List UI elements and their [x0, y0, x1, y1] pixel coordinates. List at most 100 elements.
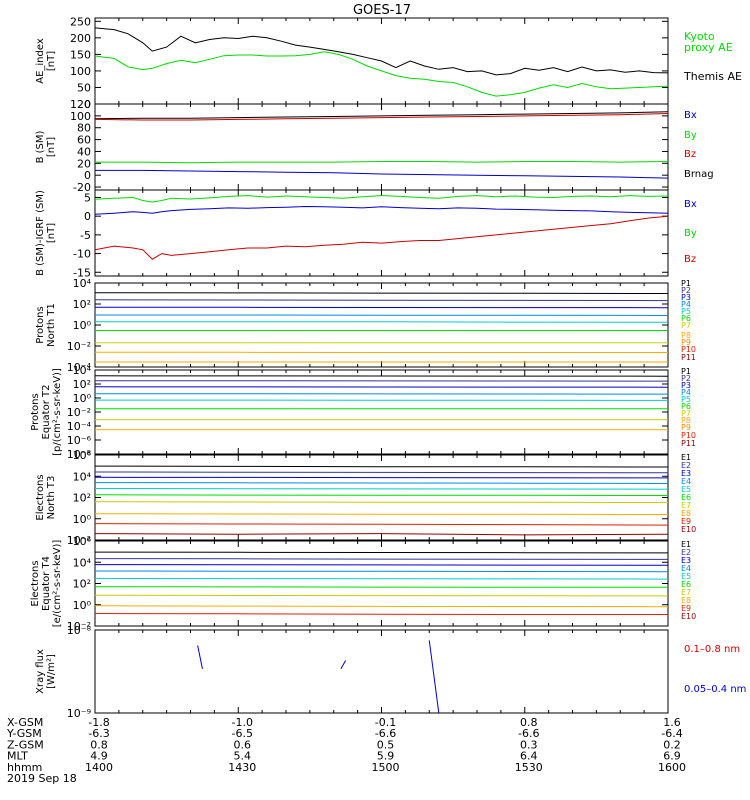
y-axis-label: Equator T4 [41, 556, 52, 611]
series-e7 [95, 501, 668, 503]
panel-frame [94, 454, 669, 541]
series-e3 [95, 476, 668, 479]
ephemeris-value: -1.8 [88, 716, 109, 729]
legend-entry: Kyoto [684, 30, 715, 43]
panel-7: 10⁶ 10⁴ 10² 10⁰ 10⁻² Electrons Equator T4 [e/(c… [30, 535, 696, 633]
y-tick-label: 250 [70, 15, 91, 28]
y-tick-label: 200 [70, 32, 91, 45]
ephemeris-value: 0.3 [520, 738, 538, 751]
series-bz [95, 113, 668, 121]
legend-entry: P10 [681, 345, 696, 354]
y-tick-label: 10² [73, 578, 91, 591]
legend-entry: E8 [681, 509, 691, 518]
legend-entry: E2 [681, 548, 691, 557]
y-tick-label: 10⁰ [73, 392, 92, 405]
legend-entry: P8 [681, 416, 691, 425]
series-bx [95, 205, 668, 215]
y-tick-label: -15 [73, 266, 91, 279]
ephemeris-value: 6.4 [520, 750, 538, 763]
legend-entry: E5 [681, 485, 691, 494]
y-tick-label: 10⁻² [67, 340, 91, 353]
series-kyoto-proxy-ae [95, 51, 668, 97]
panel-frame [94, 103, 669, 191]
ephemeris-value: -6.6 [375, 727, 396, 740]
legend-entry: P5 [681, 395, 691, 404]
y-tick-label: 10² [73, 298, 91, 311]
legend-entry: E6 [681, 580, 691, 589]
y-axis-label: [e/(cm²-s-sr-keV)] [52, 540, 63, 628]
y-tick-label: 40 [77, 145, 91, 158]
y-axis-label: Equator T2 [41, 385, 52, 440]
ephemeris-value: 0.6 [234, 738, 252, 751]
ephemeris-value: -0.1 [375, 716, 396, 729]
y-axis-label: [W/m²] [46, 654, 57, 689]
y-axis-label: AE_index [35, 38, 46, 84]
y-tick-label: 10⁻⁸ [67, 624, 92, 637]
series-e6 [95, 494, 668, 496]
legend-entry: P4 [681, 388, 691, 397]
series-e2 [95, 558, 668, 560]
legend-entry: P3 [681, 293, 691, 302]
y-tick-label: 10⁰ [73, 513, 92, 526]
legend-entry: E4 [681, 477, 691, 486]
legend-entry: E5 [681, 572, 691, 581]
y-axis-label: North T3 [46, 476, 57, 520]
ephemeris-row-label: MLT [7, 750, 28, 763]
legend-entry: E9 [681, 517, 691, 526]
plot-date: 2019 Sep 18 [7, 772, 77, 785]
panel-frame [94, 282, 669, 368]
xray-segment [428, 640, 440, 713]
series-e4 [95, 570, 668, 573]
legend-entry: P11 [681, 439, 696, 448]
legend-entry: P2 [681, 374, 691, 383]
ephemeris-row-label: hhmm [7, 761, 42, 774]
legend-entry: proxy AE [684, 41, 733, 54]
y-axis-label: Protons [35, 306, 46, 343]
ephemeris-value: 4.9 [90, 750, 108, 763]
ephemeris-value: 5.4 [234, 750, 252, 763]
y-tick-label: 100 [70, 110, 91, 123]
ephemeris-value: 1.6 [663, 716, 681, 729]
ephemeris-row-label: Y-GSM [6, 727, 42, 740]
legend-entry: P6 [681, 402, 691, 411]
legend-entry: P6 [681, 314, 691, 323]
legend-entry: E6 [681, 493, 691, 502]
y-tick-label: 10⁴ [73, 556, 92, 569]
y-axis-label: Electrons [35, 474, 46, 520]
legend-entry: E10 [681, 525, 696, 534]
y-tick-label: 10⁻² [67, 534, 91, 547]
y-tick-label: -20 [73, 181, 91, 194]
legend-entry: 0.05–0.4 nm [684, 684, 746, 695]
legend-entry: E7 [681, 588, 691, 597]
ephemeris-value: 1430 [228, 761, 256, 774]
legend-entry: P10 [681, 431, 696, 440]
ephemeris-table: X-GSM -1.8 -1.0 -0.1 0.8 1.6 Y-GSM -6.3 -6.5 -6.6… [6, 716, 686, 785]
y-axis-label: [nT] [46, 137, 57, 157]
legend-entry: E9 [681, 604, 691, 613]
ephemeris-value: 6.9 [663, 750, 681, 763]
legend-entry: P5 [681, 307, 691, 316]
y-tick-label: 0 [84, 169, 91, 182]
legend-entry: P4 [681, 300, 691, 309]
y-axis-label: B (SM)-IGRF (SM) [35, 190, 46, 276]
legend-entry: P7 [681, 321, 691, 330]
y-tick-label: 10⁶ [73, 535, 92, 548]
legend-entry: E1 [681, 540, 691, 549]
series-e1 [95, 551, 668, 554]
panel-frame [94, 629, 669, 714]
ephemeris-value: -6.5 [232, 727, 253, 740]
legend-entry: Themis AE [683, 70, 742, 83]
series-p3 [95, 306, 668, 309]
series-e2 [95, 471, 668, 474]
plot-title: GOES-17 [353, 3, 411, 18]
y-tick-label: 10⁻⁶ [67, 434, 92, 447]
legend-entry: E2 [681, 461, 691, 470]
y-axis-label: [nT] [46, 223, 57, 243]
series-bz [95, 215, 668, 260]
legend-entry: Bz [684, 254, 696, 265]
legend-entry: Brnag [684, 169, 714, 180]
